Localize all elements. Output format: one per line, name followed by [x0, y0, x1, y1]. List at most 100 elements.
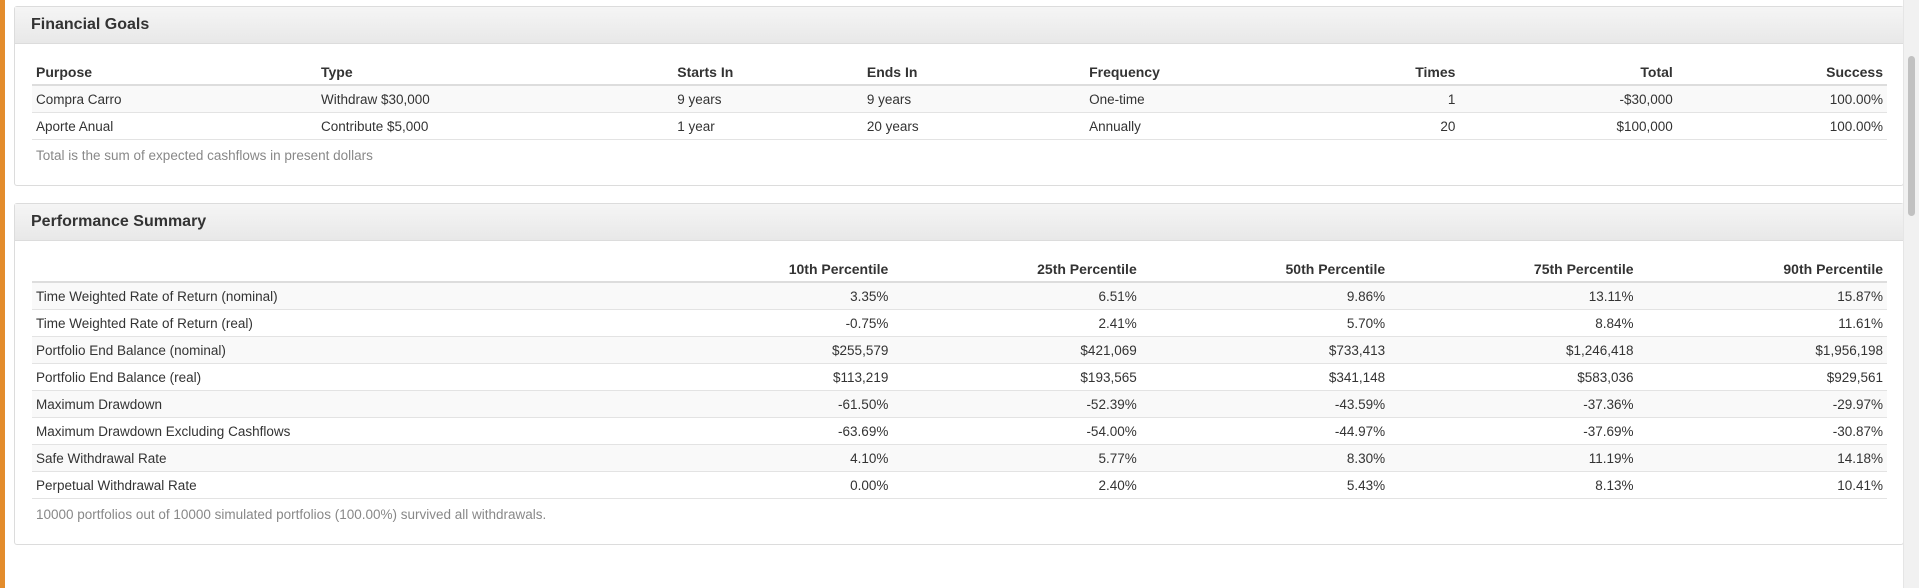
col-header-90th-percentile[interactable]: 90th Percentile: [1637, 253, 1887, 283]
table-row: Portfolio End Balance (real) $113,219 $193…: [32, 363, 1887, 391]
p90-value: -30.87%: [1637, 417, 1887, 445]
table-row: Perpetual Withdrawal Rate 0.00% 2.40% 5.43%…: [32, 471, 1887, 499]
p10-value: 3.35%: [643, 282, 893, 310]
vertical-scrollbar[interactable]: [1903, 0, 1919, 588]
p75-value: $1,246,418: [1389, 336, 1638, 364]
performance-summary-panel: Performance Summary 10th Percentile 25th…: [14, 203, 1904, 545]
p10-value: -63.69%: [643, 417, 893, 445]
goal-total: $100,000: [1459, 112, 1677, 140]
col-header-times[interactable]: Times: [1266, 56, 1460, 86]
p75-value: 11.19%: [1389, 444, 1638, 472]
col-header-starts-in[interactable]: Starts In: [673, 56, 863, 86]
p25-value: 2.41%: [892, 309, 1141, 337]
p10-value: 4.10%: [643, 444, 893, 472]
col-header-success[interactable]: Success: [1676, 56, 1887, 86]
p90-value: 14.18%: [1637, 444, 1887, 472]
goal-purpose: Compra Carro: [32, 85, 317, 113]
table-row: Time Weighted Rate of Return (real) -0.75…: [32, 309, 1887, 337]
metric-label: Portfolio End Balance (real): [32, 363, 644, 391]
col-header-purpose[interactable]: Purpose: [32, 56, 317, 86]
metric-label: Portfolio End Balance (nominal): [32, 336, 644, 364]
p75-value: 13.11%: [1389, 282, 1638, 310]
p50-value: $733,413: [1140, 336, 1390, 364]
table-row: Aporte Anual Contribute $5,000 1 year 20…: [32, 112, 1887, 140]
metric-label: Maximum Drawdown: [32, 390, 644, 418]
p25-value: $193,565: [892, 363, 1141, 391]
p75-value: 8.13%: [1389, 471, 1638, 499]
col-header-50th-percentile[interactable]: 50th Percentile: [1140, 253, 1390, 283]
left-accent-bar: [0, 0, 5, 588]
p10-value: $113,219: [643, 363, 893, 391]
p25-value: 2.40%: [892, 471, 1141, 499]
p50-value: $341,148: [1140, 363, 1390, 391]
goal-ends-in: 9 years: [862, 85, 1086, 113]
performance-summary-title: Performance Summary: [15, 204, 1903, 241]
p50-value: 5.70%: [1140, 309, 1390, 337]
p75-value: 8.84%: [1389, 309, 1638, 337]
table-row: Portfolio End Balance (nominal) $255,579 $…: [32, 336, 1887, 364]
p90-value: 11.61%: [1637, 309, 1887, 337]
p90-value: 15.87%: [1637, 282, 1887, 310]
goal-frequency: Annually: [1085, 112, 1267, 140]
col-header-frequency[interactable]: Frequency: [1085, 56, 1267, 86]
table-row: Safe Withdrawal Rate 4.10% 5.77% 8.30% 11.19…: [32, 444, 1887, 472]
table-row: Maximum Drawdown -61.50% -52.39% -43.59% -37…: [32, 390, 1887, 418]
goal-starts-in: 9 years: [673, 85, 863, 113]
goal-success: 100.00%: [1676, 85, 1887, 113]
financial-goals-title: Financial Goals: [15, 7, 1903, 44]
p10-value: $255,579: [643, 336, 893, 364]
table-row: Time Weighted Rate of Return (nominal) 3.…: [32, 282, 1887, 310]
p10-value: 0.00%: [643, 471, 893, 499]
p25-value: 5.77%: [892, 444, 1141, 472]
performance-header-row: 10th Percentile 25th Percentile 50th Per…: [32, 253, 1887, 283]
col-header-ends-in[interactable]: Ends In: [862, 56, 1086, 86]
p50-value: 8.30%: [1140, 444, 1390, 472]
goals-header-row: Purpose Type Starts In Ends In Frequency…: [32, 56, 1887, 86]
table-row: Compra Carro Withdraw $30,000 9 years 9 …: [32, 85, 1887, 113]
p75-value: -37.36%: [1389, 390, 1638, 418]
table-row: Maximum Drawdown Excluding Cashflows -63.…: [32, 417, 1887, 445]
goal-starts-in: 1 year: [673, 112, 863, 140]
p10-value: -61.50%: [643, 390, 893, 418]
p90-value: 10.41%: [1637, 471, 1887, 499]
goal-success: 100.00%: [1676, 112, 1887, 140]
goal-ends-in: 20 years: [862, 112, 1086, 140]
goal-frequency: One-time: [1085, 85, 1267, 113]
p50-value: 5.43%: [1140, 471, 1390, 499]
scrollbar-thumb[interactable]: [1908, 56, 1915, 216]
p75-value: -37.69%: [1389, 417, 1638, 445]
p25-value: $421,069: [892, 336, 1141, 364]
goal-purpose: Aporte Anual: [32, 112, 317, 140]
col-header-total[interactable]: Total: [1459, 56, 1677, 86]
col-header-75th-percentile[interactable]: 75th Percentile: [1389, 253, 1638, 283]
col-header-metric: [32, 253, 644, 283]
metric-label: Time Weighted Rate of Return (real): [32, 309, 644, 337]
goal-times: 20: [1266, 112, 1460, 140]
p25-value: -54.00%: [892, 417, 1141, 445]
metric-label: Safe Withdrawal Rate: [32, 444, 644, 472]
performance-summary-table: 10th Percentile 25th Percentile 50th Per…: [32, 253, 1887, 499]
p10-value: -0.75%: [643, 309, 893, 337]
p50-value: -44.97%: [1140, 417, 1390, 445]
goal-times: 1: [1266, 85, 1460, 113]
financial-goals-panel: Financial Goals Purpose Type Starts In E…: [14, 6, 1904, 186]
goal-type: Withdraw $30,000: [317, 85, 674, 113]
p50-value: 9.86%: [1140, 282, 1390, 310]
col-header-25th-percentile[interactable]: 25th Percentile: [892, 253, 1141, 283]
p90-value: -29.97%: [1637, 390, 1887, 418]
p75-value: $583,036: [1389, 363, 1638, 391]
goals-footnote: Total is the sum of expected cashflows i…: [36, 148, 373, 163]
col-header-type[interactable]: Type: [317, 56, 674, 86]
metric-label: Maximum Drawdown Excluding Cashflows: [32, 417, 644, 445]
p90-value: $1,956,198: [1637, 336, 1887, 364]
p90-value: $929,561: [1637, 363, 1887, 391]
financial-goals-table: Purpose Type Starts In Ends In Frequency…: [32, 56, 1887, 140]
goal-type: Contribute $5,000: [317, 112, 674, 140]
performance-footnote: 10000 portfolios out of 10000 simulated …: [36, 507, 547, 522]
metric-label: Perpetual Withdrawal Rate: [32, 471, 644, 499]
p25-value: -52.39%: [892, 390, 1141, 418]
metric-label: Time Weighted Rate of Return (nominal): [32, 282, 644, 310]
p50-value: -43.59%: [1140, 390, 1390, 418]
goal-total: -$30,000: [1459, 85, 1677, 113]
col-header-10th-percentile[interactable]: 10th Percentile: [643, 253, 893, 283]
